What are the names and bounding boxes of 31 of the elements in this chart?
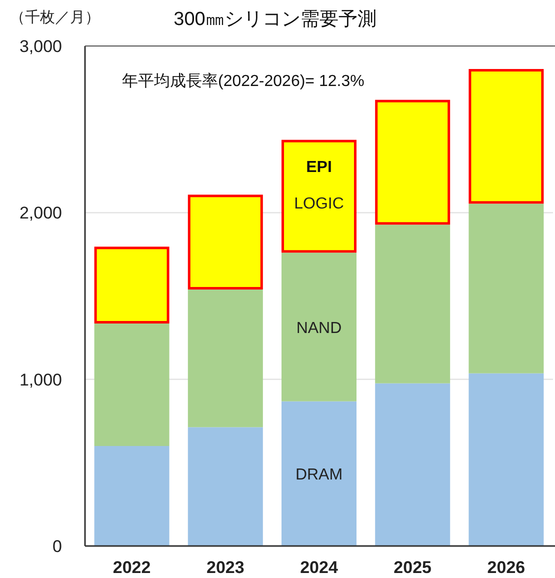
series-label: DRAM — [295, 466, 343, 484]
bar — [188, 194, 263, 290]
chart-title: 300㎜シリコン需要予測 — [174, 9, 376, 30]
series-label: LOGIC — [294, 195, 344, 212]
y-tick-label: 3,000 — [19, 37, 62, 56]
x-tick-label: 2023 — [206, 558, 244, 577]
annotation: 年平均成長率(2022-2026)= 12.3% — [122, 72, 364, 90]
x-tick-label: 2024 — [300, 558, 338, 577]
x-tick-label: 2026 — [487, 558, 526, 577]
y-tick-label: 1,000 — [19, 370, 62, 390]
bar — [282, 252, 356, 402]
bar — [468, 373, 544, 546]
bar — [188, 427, 263, 546]
series-label: NAND — [296, 320, 342, 337]
bar — [375, 224, 450, 384]
x-tick-label: 2025 — [394, 558, 432, 577]
bar — [94, 246, 170, 324]
annotation: EPI — [306, 159, 332, 176]
bar — [282, 140, 356, 253]
bar — [94, 446, 170, 546]
y-tick-label: 2,000 — [19, 204, 62, 223]
bar — [282, 401, 356, 546]
bar — [188, 290, 263, 428]
y-tick-label: 0 — [52, 537, 62, 556]
x-tick-label: 2022 — [112, 558, 151, 577]
bar — [375, 383, 450, 546]
bar — [94, 324, 170, 446]
bar — [468, 69, 544, 204]
bar — [375, 100, 450, 225]
bar — [468, 204, 544, 374]
y-axis-title: （千枚／月） — [10, 9, 100, 26]
